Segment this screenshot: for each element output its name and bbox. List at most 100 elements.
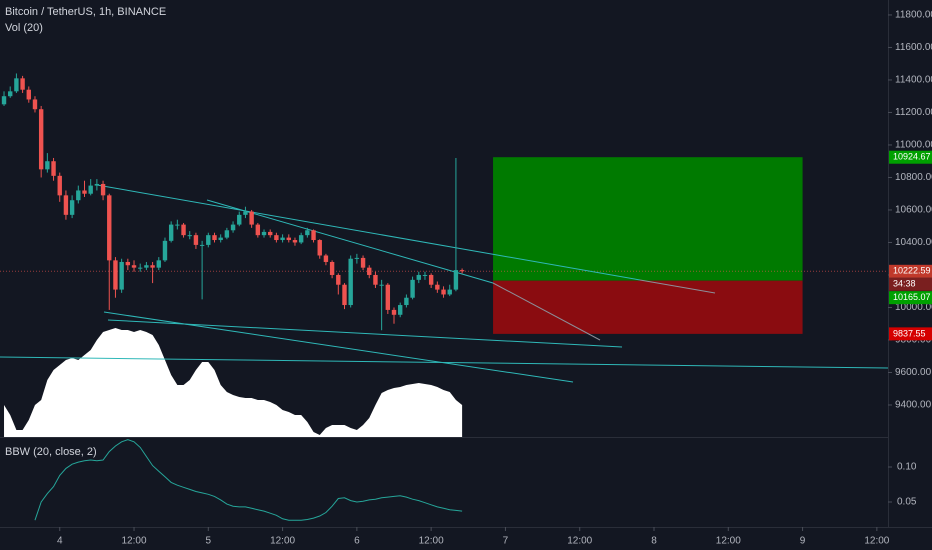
x-tick-label: 9 bbox=[800, 536, 806, 547]
candles bbox=[1, 73, 465, 331]
candle-body bbox=[379, 284, 384, 286]
trendline bbox=[96, 184, 641, 281]
candle-body bbox=[206, 235, 211, 245]
trendline-extension bbox=[639, 279, 716, 294]
x-tick-label: 12:00 bbox=[567, 536, 592, 547]
candle-body bbox=[113, 260, 118, 290]
candle-body bbox=[94, 183, 100, 186]
candle-body bbox=[268, 231, 273, 236]
candle-body bbox=[107, 195, 112, 261]
x-tick-label: 6 bbox=[354, 536, 360, 547]
x-tick-label: 12:00 bbox=[122, 536, 147, 547]
candle-body bbox=[162, 240, 168, 261]
loss-zone bbox=[493, 280, 803, 334]
trendline bbox=[0, 356, 889, 369]
y-tick-label: 11000.00 bbox=[895, 140, 932, 151]
axes: 9400.009600.009800.0010000.0010200.00104… bbox=[34, 10, 932, 547]
candle-body bbox=[88, 185, 93, 194]
candle-body bbox=[20, 78, 25, 90]
stop-label: 9837.55 bbox=[893, 328, 926, 338]
candle-body bbox=[51, 161, 56, 176]
candle-body bbox=[261, 231, 267, 236]
candle-body bbox=[367, 267, 372, 275]
entry-label-box bbox=[889, 291, 932, 305]
candle-body bbox=[14, 78, 19, 92]
chart-title: Bitcoin / TetherUS, 1h, BINANCE bbox=[5, 6, 166, 18]
candle-body bbox=[298, 235, 304, 243]
x-tick-label: 12:00 bbox=[419, 536, 444, 547]
candle-body bbox=[243, 211, 248, 215]
candle-body bbox=[57, 175, 62, 196]
y-tick-label: 11600.00 bbox=[895, 42, 932, 53]
x-tick-label: 5 bbox=[206, 536, 212, 547]
candle-body bbox=[255, 224, 261, 236]
candle-body bbox=[447, 289, 452, 295]
candle-body bbox=[230, 224, 236, 231]
candle-body bbox=[398, 305, 403, 315]
candle-body bbox=[168, 224, 174, 241]
volume-title: Vol (20) bbox=[5, 22, 43, 34]
x-tick-label: 8 bbox=[651, 536, 657, 547]
y-tick-label: 11800.00 bbox=[895, 10, 932, 21]
candle-body bbox=[422, 274, 428, 276]
x-tick-label: 12:00 bbox=[716, 536, 741, 547]
candle-body bbox=[69, 200, 75, 215]
candle-body bbox=[181, 224, 186, 236]
last-price-label: 10222.59 bbox=[893, 266, 931, 276]
candle-body bbox=[100, 183, 106, 196]
candle-body bbox=[193, 235, 199, 245]
volume-area bbox=[4, 328, 463, 437]
trendline bbox=[103, 311, 574, 383]
y-tick-label: 11200.00 bbox=[895, 107, 932, 118]
candle-body bbox=[391, 309, 397, 315]
candle-body bbox=[410, 279, 415, 298]
trendline bbox=[107, 319, 623, 348]
candle-body bbox=[348, 258, 353, 306]
candle-body bbox=[156, 260, 161, 268]
candle-body bbox=[323, 255, 329, 262]
candle-body bbox=[8, 91, 13, 97]
candle-body bbox=[360, 257, 366, 268]
target-label: 10924.67 bbox=[893, 152, 931, 162]
stop-label-box bbox=[889, 327, 932, 341]
candle-body bbox=[435, 284, 440, 290]
candle-body bbox=[317, 240, 322, 256]
candle-body bbox=[329, 261, 335, 275]
profit-zone bbox=[493, 157, 803, 281]
candle-body bbox=[354, 257, 360, 259]
candle-body bbox=[286, 237, 291, 241]
bbw-tick-label: 0.05 bbox=[897, 497, 917, 508]
candle-body bbox=[45, 161, 50, 170]
candle-body bbox=[212, 235, 217, 241]
candle-body bbox=[82, 190, 87, 194]
candle-body bbox=[441, 289, 446, 295]
y-tick-label: 9400.00 bbox=[895, 400, 932, 411]
candle-body bbox=[311, 230, 316, 241]
candle-body bbox=[175, 224, 180, 226]
target-label-box bbox=[889, 150, 932, 164]
candle-body bbox=[249, 211, 254, 225]
x-tick-label: 12:00 bbox=[270, 536, 295, 547]
candle-body bbox=[26, 89, 31, 100]
candle-body bbox=[237, 214, 242, 225]
candle-body bbox=[428, 274, 434, 285]
y-tick-label: 10800.00 bbox=[895, 172, 932, 183]
entry-label: 10165.07 bbox=[893, 292, 931, 302]
indicator-title: BBW (20, close, 2) bbox=[5, 446, 97, 458]
y-tick-label: 10600.00 bbox=[895, 205, 932, 216]
x-tick-label: 7 bbox=[503, 536, 509, 547]
y-tick-label: 11400.00 bbox=[895, 75, 932, 86]
candle-body bbox=[416, 274, 421, 280]
candle-body bbox=[32, 99, 38, 110]
trendline bbox=[206, 199, 494, 284]
candle-body bbox=[274, 235, 279, 241]
candle-body bbox=[63, 195, 69, 215]
candle-body bbox=[138, 267, 143, 269]
candle-body bbox=[453, 270, 459, 290]
candle-body bbox=[305, 230, 310, 236]
candle-body bbox=[119, 261, 124, 290]
countdown-label: 34:38 bbox=[893, 279, 916, 289]
candle-body bbox=[224, 230, 230, 238]
drawings bbox=[0, 184, 889, 383]
trendline-extension bbox=[492, 282, 601, 341]
